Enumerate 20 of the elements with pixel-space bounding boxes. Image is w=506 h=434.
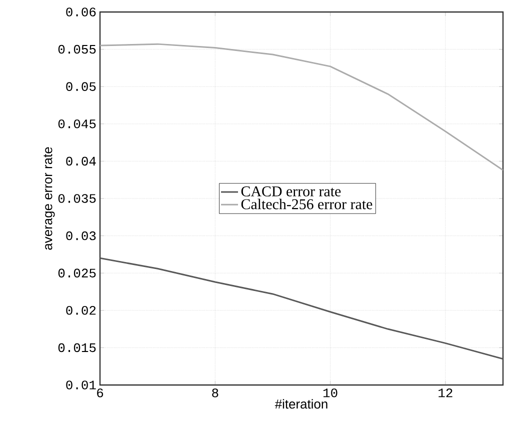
y-tick-label: 0.045 (58, 119, 96, 128)
y-axis-title: average error rate (44, 147, 55, 250)
y-tick-label: 0.035 (58, 194, 96, 203)
line-series (100, 257, 503, 360)
x-tick-label: 8 (212, 388, 218, 398)
x-tick-label: 10 (323, 388, 338, 398)
y-tick-label: 0.03 (66, 231, 96, 240)
y-tick-label: 0.06 (66, 8, 96, 16)
y-tick-label: 0.04 (66, 156, 96, 166)
y-tick-label: 0.01 (66, 380, 96, 390)
y-tick-label: 0.015 (58, 343, 96, 352)
legend-label: CACD error rate (241, 186, 341, 196)
y-tick-label: 0.05 (66, 82, 96, 91)
legend-label: Caltech-256 error rate (241, 198, 372, 210)
x-tick-label: 12 (438, 388, 452, 398)
y-tick-label: 0.025 (58, 268, 96, 278)
x-tick-label: 6 (97, 388, 104, 398)
y-tick-label: 0.02 (66, 306, 96, 315)
y-tick-label: 0.055 (58, 44, 96, 54)
x-axis-title: #iteration (274, 399, 328, 409)
